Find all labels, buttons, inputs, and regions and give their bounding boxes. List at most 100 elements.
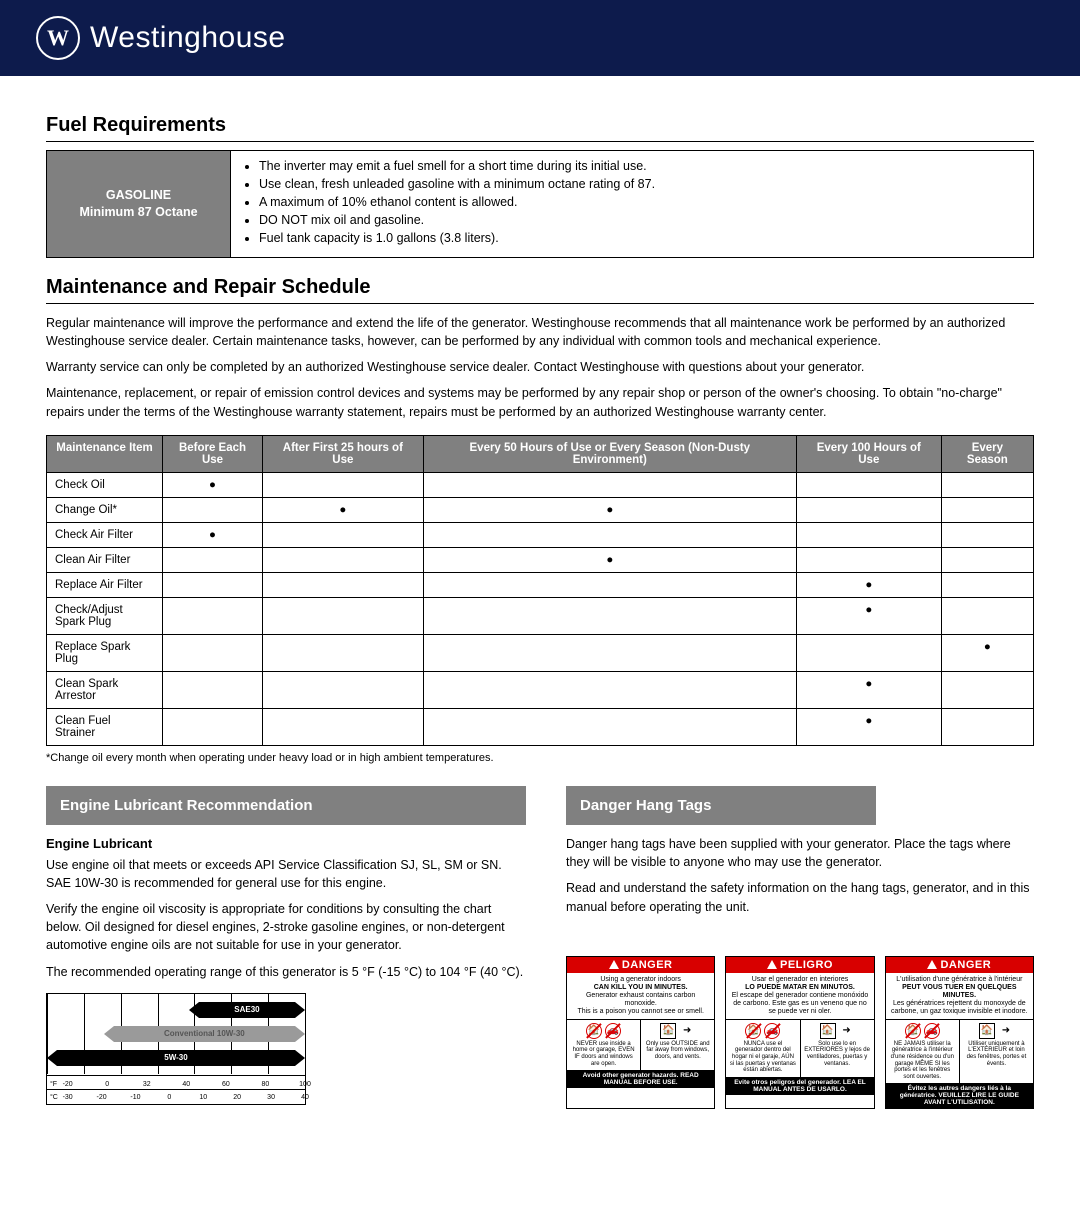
- oil-heading: Engine Lubricant Recommendation: [46, 786, 526, 826]
- arrow-icon: ➜: [839, 1023, 855, 1039]
- danger-head: DANGER: [886, 957, 1033, 973]
- table-cell: [423, 634, 796, 671]
- fuel-bullet: Fuel tank capacity is 1.0 gallons (3.8 l…: [259, 231, 1023, 245]
- table-cell: [163, 597, 263, 634]
- table-row: Check Oil●: [47, 472, 1034, 497]
- no-indoor-icon: 🏠: [745, 1023, 761, 1039]
- oil-viscosity-chart: SAE30Conventional 10W-305W-30°F-20032406…: [46, 993, 306, 1105]
- maintenance-table: Maintenance ItemBefore Each UseAfter Fir…: [46, 435, 1034, 746]
- danger-foot: Évitez les autres dangers liés à la géné…: [886, 1083, 1033, 1108]
- table-cell: [263, 522, 424, 547]
- table-cell: Check Oil: [47, 472, 163, 497]
- danger-hang-tag: DANGERUsing a generator indoorsCAN KILL …: [566, 956, 715, 1110]
- maint-para2: Warranty service can only be completed b…: [46, 358, 1034, 376]
- arrow-icon: ➜: [679, 1023, 695, 1039]
- oil-body: Engine Lubricant Use engine oil that mee…: [46, 835, 526, 981]
- table-cell: ●: [796, 708, 941, 745]
- table-cell: ●: [941, 634, 1033, 671]
- table-cell: [941, 597, 1033, 634]
- oil-p1: Use engine oil that meets or exceeds API…: [46, 856, 526, 892]
- danger-body: Using a generator indoorsCAN KILL YOU IN…: [567, 973, 714, 1019]
- axis-tick: -30: [63, 1094, 73, 1101]
- table-cell: ●: [163, 522, 263, 547]
- table-cell: [163, 634, 263, 671]
- table-cell: [423, 597, 796, 634]
- danger-icons: 🏠🚗NUNCA use el generador dentro del hoga…: [726, 1019, 873, 1077]
- fuel-bullet: The inverter may emit a fuel smell for a…: [259, 159, 1023, 173]
- axis-tick: 100: [299, 1081, 311, 1088]
- table-cell: ●: [796, 572, 941, 597]
- table-cell: [941, 708, 1033, 745]
- danger-head: PELIGRO: [726, 957, 873, 973]
- oil-bar: 5W-30: [47, 1050, 305, 1066]
- table-cell: [163, 497, 263, 522]
- maint-col-header: Maintenance Item: [47, 435, 163, 472]
- axis-tick: 32: [143, 1081, 151, 1088]
- table-row: Check Air Filter●: [47, 522, 1034, 547]
- table-cell: [163, 671, 263, 708]
- table-cell: ●: [423, 497, 796, 522]
- no-indoor-icon: 🏠: [586, 1023, 602, 1039]
- table-cell: [263, 671, 424, 708]
- danger-p2: Read and understand the safety informati…: [566, 879, 1034, 915]
- fuel-bullet: A maximum of 10% ethanol content is allo…: [259, 195, 1023, 209]
- danger-p1: Danger hang tags have been supplied with…: [566, 835, 1034, 871]
- axis-tick: 0: [167, 1094, 171, 1101]
- danger-body-text: Danger hang tags have been supplied with…: [566, 835, 1034, 916]
- maint-col-header: Every Season: [941, 435, 1033, 472]
- table-cell: [263, 597, 424, 634]
- axis-tick: 40: [301, 1094, 309, 1101]
- danger-icons: 🏠🚗NE JAMAIS utiliser la génératrice à l'…: [886, 1019, 1033, 1084]
- no-vehicle-icon: 🚗: [924, 1023, 940, 1039]
- axis-tick: -20: [63, 1081, 73, 1088]
- maint-col-header: Every 50 Hours of Use or Every Season (N…: [423, 435, 796, 472]
- table-cell: Replace Spark Plug: [47, 634, 163, 671]
- table-row: Check/Adjust Spark Plug●: [47, 597, 1034, 634]
- table-cell: [941, 547, 1033, 572]
- table-cell: [163, 708, 263, 745]
- table-cell: [423, 472, 796, 497]
- table-cell: [423, 522, 796, 547]
- table-row: Change Oil*●●: [47, 497, 1034, 522]
- house-icon: 🏠: [820, 1023, 836, 1039]
- maint-col-header: After First 25 hours of Use: [263, 435, 424, 472]
- table-cell: Check/Adjust Spark Plug: [47, 597, 163, 634]
- axis-tick: -20: [96, 1094, 106, 1101]
- fuel-label-cell: GASOLINE Minimum 87 Octane: [47, 151, 231, 258]
- table-cell: [796, 497, 941, 522]
- table-row: Clean Air Filter ●: [47, 547, 1034, 572]
- table-cell: [263, 708, 424, 745]
- table-cell: ●: [163, 472, 263, 497]
- house-icon: 🏠: [979, 1023, 995, 1039]
- table-cell: [163, 547, 263, 572]
- table-cell: [163, 572, 263, 597]
- fuel-notes-cell: The inverter may emit a fuel smell for a…: [231, 151, 1034, 258]
- no-vehicle-icon: 🚗: [764, 1023, 780, 1039]
- axis-unit-f: °F: [50, 1081, 57, 1088]
- oil-p2: Verify the engine oil viscosity is appro…: [46, 900, 526, 954]
- maint-col-header: Before Each Use: [163, 435, 263, 472]
- axis-tick: 10: [199, 1094, 207, 1101]
- table-cell: ●: [423, 547, 796, 572]
- axis-tick: 30: [267, 1094, 275, 1101]
- table-cell: [796, 547, 941, 572]
- danger-icons: 🏠🚗NEVER use inside a home or garage, EVE…: [567, 1019, 714, 1070]
- brand-name: Westinghouse: [90, 21, 286, 55]
- table-cell: [941, 522, 1033, 547]
- table-cell: Clean Air Filter: [47, 547, 163, 572]
- brand-header: W Westinghouse: [0, 0, 1080, 76]
- maint-footnote: *Change oil every month when operating u…: [46, 752, 1034, 764]
- maint-section-title: Maintenance and Repair Schedule: [46, 276, 1034, 304]
- maint-para3: Maintenance, replacement, or repair of e…: [46, 384, 1034, 420]
- arrow-icon: ➜: [998, 1023, 1014, 1039]
- fuel-table: GASOLINE Minimum 87 Octane The inverter …: [46, 150, 1034, 258]
- table-cell: Check Air Filter: [47, 522, 163, 547]
- table-cell: [423, 572, 796, 597]
- table-row: Replace Air Filter ●: [47, 572, 1034, 597]
- danger-body: L'utilisation d'une génératrice à l'inté…: [886, 973, 1033, 1019]
- maint-intro: Regular maintenance will improve the per…: [46, 314, 1034, 421]
- table-row: Clean Fuel Strainer●: [47, 708, 1034, 745]
- table-cell: Replace Air Filter: [47, 572, 163, 597]
- table-cell: [796, 634, 941, 671]
- table-cell: [941, 472, 1033, 497]
